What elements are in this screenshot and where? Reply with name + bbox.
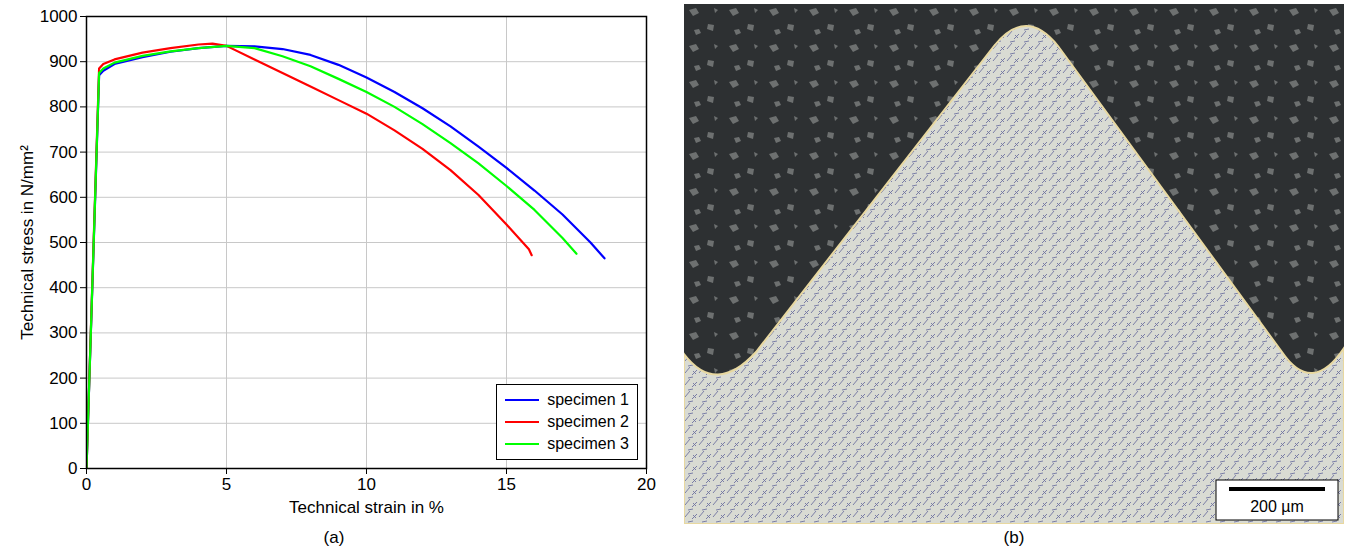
svg-text:300: 300 bbox=[49, 323, 77, 342]
svg-text:Technical strain in %: Technical strain in % bbox=[289, 498, 444, 517]
svg-text:10: 10 bbox=[357, 475, 376, 494]
html-text:(b): (b) bbox=[1003, 528, 1025, 547]
svg-text:900: 900 bbox=[49, 52, 77, 71]
html-text:specimen 3: specimen 3 bbox=[547, 435, 629, 452]
svg-text:600: 600 bbox=[49, 188, 77, 207]
svg-text:500: 500 bbox=[49, 233, 77, 252]
svg-text:200: 200 bbox=[49, 369, 77, 388]
svg-text:700: 700 bbox=[49, 143, 77, 162]
html-text:specimen 1: specimen 1 bbox=[547, 391, 629, 408]
svg-text:1000: 1000 bbox=[40, 7, 78, 26]
svg-text:Technical stress in N/mm²: Technical stress in N/mm² bbox=[18, 145, 37, 340]
svg-text:15: 15 bbox=[497, 475, 516, 494]
svg-text:200 µm: 200 µm bbox=[1250, 498, 1304, 515]
svg-text:20: 20 bbox=[637, 475, 656, 494]
svg-text:0: 0 bbox=[82, 475, 91, 494]
svg-text:400: 400 bbox=[49, 278, 77, 297]
html-text:specimen 2: specimen 2 bbox=[547, 413, 629, 430]
html-text:(a): (a) bbox=[323, 528, 345, 547]
svg-text:0: 0 bbox=[68, 459, 77, 478]
svg-text:100: 100 bbox=[49, 414, 77, 433]
svg-text:5: 5 bbox=[222, 475, 231, 494]
svg-text:800: 800 bbox=[49, 97, 77, 116]
